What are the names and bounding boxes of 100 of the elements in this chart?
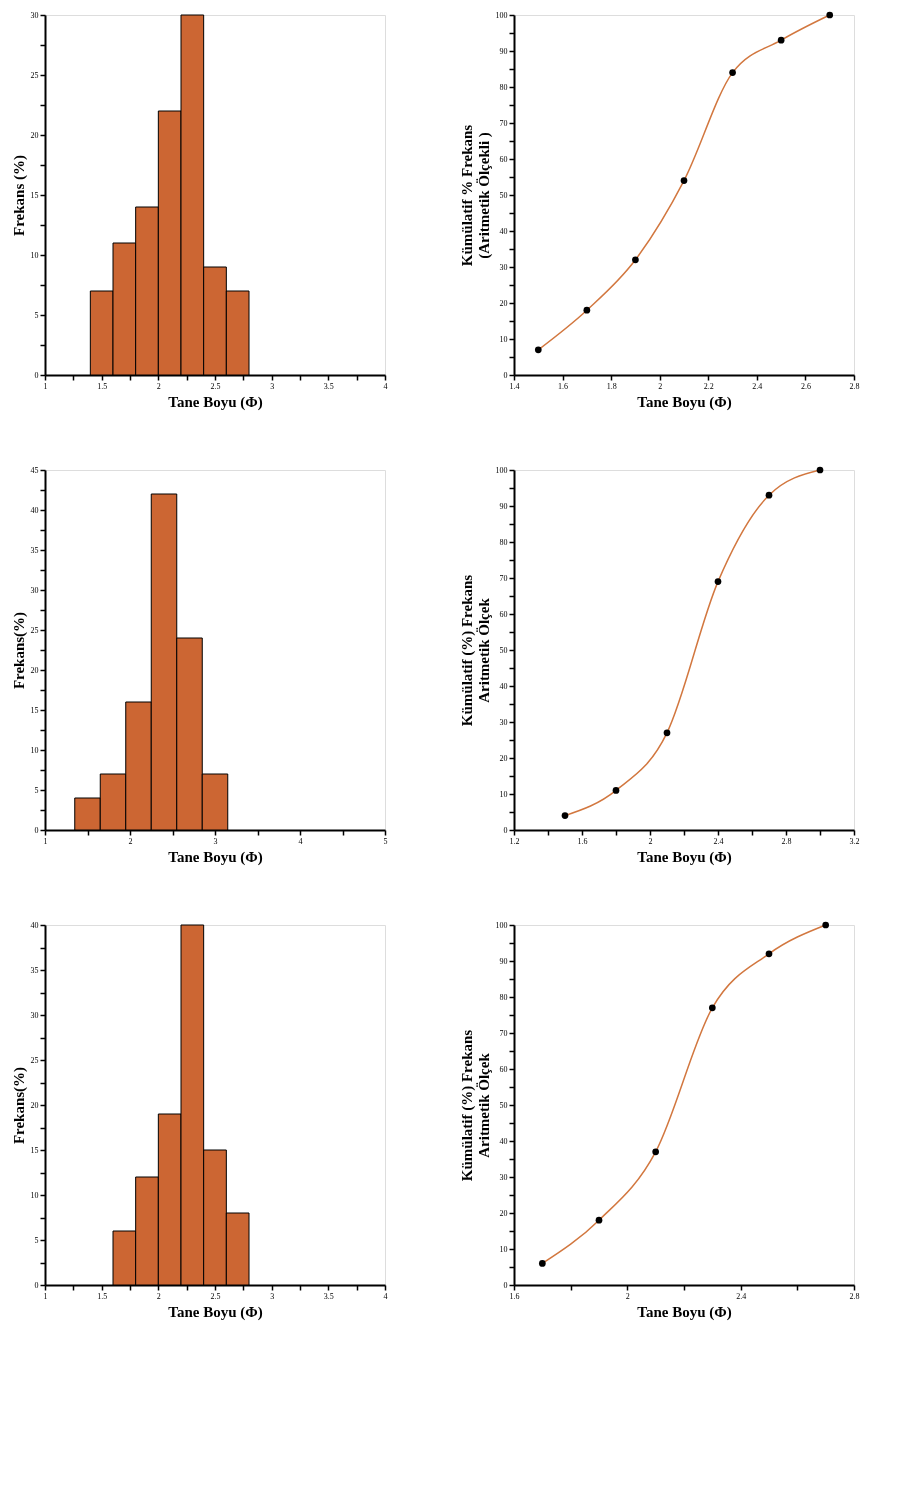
- y-tick-label: 30: [30, 10, 39, 20]
- y-tick-label: 10: [30, 250, 39, 260]
- x-tick-label: 3.5: [323, 381, 334, 391]
- y-tick-label: 70: [499, 1028, 508, 1038]
- y-tick-label: 20: [499, 753, 508, 763]
- y-tick-label: 60: [499, 609, 508, 619]
- x-tick-label: 1.2: [509, 836, 520, 846]
- y-tick-label: 10: [499, 334, 508, 344]
- y-tick-label: 90: [499, 956, 508, 966]
- y-tick-label: 50: [499, 190, 508, 200]
- x-axis-title: Tane Boyu (Φ): [168, 393, 263, 411]
- y-axis-title: Kümülatif (%) Frekans Aritmetik Ölçek: [458, 574, 492, 727]
- x-axis-title: Tane Boyu (Φ): [637, 848, 732, 866]
- x-tick-label: 1.8: [606, 381, 617, 391]
- x-tick-label: 1.5: [97, 381, 108, 391]
- y-tick-label: 60: [499, 154, 508, 164]
- x-tick-label: 2.4: [736, 1291, 747, 1301]
- y-tick-label: 10: [30, 1190, 39, 1200]
- y-tick-label: 40: [499, 1136, 508, 1146]
- x-tick-label: 1: [43, 381, 48, 391]
- y-tick-label: 50: [499, 645, 508, 655]
- x-tick-label: 4: [298, 836, 303, 846]
- y-tick-label: 5: [34, 1235, 39, 1245]
- y-axis-title: Kümülatif % Frekans (Aritmetik Ölçekli ): [458, 124, 493, 267]
- y-tick-label: 30: [30, 1010, 39, 1020]
- y-axis-title: Frekans(%): [10, 611, 28, 690]
- x-tick-label: 2.2: [703, 381, 714, 391]
- x-tick-label: 1.6: [577, 836, 588, 846]
- y-tick-label: 0: [34, 370, 39, 380]
- x-tick-label: 3: [270, 381, 275, 391]
- x-tick-label: 1: [43, 836, 48, 846]
- x-tick-label: 3: [213, 836, 218, 846]
- x-tick-label: 2: [625, 1291, 630, 1301]
- y-tick-label: 20: [30, 665, 39, 675]
- x-tick-label: 2.5: [210, 381, 221, 391]
- y-tick-label: 80: [499, 992, 508, 1002]
- x-axis-title: Tane Boyu (Φ): [168, 1303, 263, 1321]
- y-tick-label: 15: [30, 1145, 39, 1155]
- y-tick-label: 0: [34, 1280, 39, 1290]
- y-tick-label: 100: [495, 465, 508, 475]
- y-tick-label: 5: [34, 310, 39, 320]
- y-tick-label: 10: [499, 789, 508, 799]
- x-tick-label: 2.5: [210, 1291, 221, 1301]
- x-tick-label: 1: [43, 1291, 48, 1301]
- x-tick-label: 2.6: [800, 381, 811, 391]
- y-tick-label: 30: [499, 262, 508, 272]
- x-tick-label: 2.8: [849, 381, 860, 391]
- y-tick-label: 30: [499, 717, 508, 727]
- x-axis-title: Tane Boyu (Φ): [168, 848, 263, 866]
- x-tick-label: 2: [156, 1291, 161, 1301]
- y-tick-label: 100: [495, 10, 508, 20]
- x-tick-label: 2: [128, 836, 133, 846]
- y-tick-label: 35: [30, 965, 39, 975]
- y-tick-label: 0: [503, 825, 508, 835]
- x-tick-label: 2: [648, 836, 653, 846]
- y-tick-label: 25: [30, 1055, 39, 1065]
- y-tick-label: 40: [499, 226, 508, 236]
- x-tick-label: 3: [270, 1291, 275, 1301]
- y-tick-label: 30: [30, 585, 39, 595]
- x-tick-label: 1.4: [509, 381, 520, 391]
- y-tick-label: 40: [30, 920, 39, 930]
- x-axis-title: Tane Boyu (Φ): [637, 1303, 732, 1321]
- x-tick-label: 3.5: [323, 1291, 334, 1301]
- y-tick-label: 70: [499, 573, 508, 583]
- y-tick-label: 90: [499, 501, 508, 511]
- y-tick-label: 20: [499, 298, 508, 308]
- y-tick-label: 15: [30, 190, 39, 200]
- y-tick-label: 60: [499, 1064, 508, 1074]
- y-tick-label: 0: [34, 825, 39, 835]
- x-tick-label: 5: [383, 836, 388, 846]
- y-tick-label: 35: [30, 545, 39, 555]
- x-tick-label: 2: [156, 381, 161, 391]
- y-axis-title: Kümülatif (%) Frekans Aritmetik Ölçek: [458, 1029, 492, 1182]
- y-tick-label: 80: [499, 537, 508, 547]
- y-tick-label: 50: [499, 1100, 508, 1110]
- y-tick-label: 20: [499, 1208, 508, 1218]
- y-tick-label: 90: [499, 46, 508, 56]
- x-axis-title: Tane Boyu (Φ): [637, 393, 732, 411]
- y-tick-label: 0: [503, 1280, 508, 1290]
- x-tick-label: 4: [383, 1291, 388, 1301]
- y-tick-label: 100: [495, 920, 508, 930]
- x-tick-label: 2.8: [849, 1291, 860, 1301]
- y-tick-label: 5: [34, 785, 39, 795]
- x-tick-label: 3.2: [849, 836, 860, 846]
- x-tick-label: 1.5: [97, 1291, 108, 1301]
- x-tick-label: 2.4: [752, 381, 763, 391]
- y-tick-label: 25: [30, 70, 39, 80]
- x-tick-label: 2.8: [781, 836, 792, 846]
- y-tick-label: 15: [30, 705, 39, 715]
- y-tick-label: 30: [499, 1172, 508, 1182]
- x-tick-label: 2.4: [713, 836, 724, 846]
- x-tick-label: 1.6: [509, 1291, 520, 1301]
- x-tick-label: 1.6: [558, 381, 569, 391]
- y-tick-label: 45: [30, 465, 39, 475]
- y-tick-label: 80: [499, 82, 508, 92]
- y-tick-label: 20: [30, 1100, 39, 1110]
- y-axis-title: Frekans(%): [10, 1066, 28, 1145]
- y-tick-label: 40: [30, 505, 39, 515]
- y-tick-label: 10: [499, 1244, 508, 1254]
- x-tick-label: 4: [383, 381, 388, 391]
